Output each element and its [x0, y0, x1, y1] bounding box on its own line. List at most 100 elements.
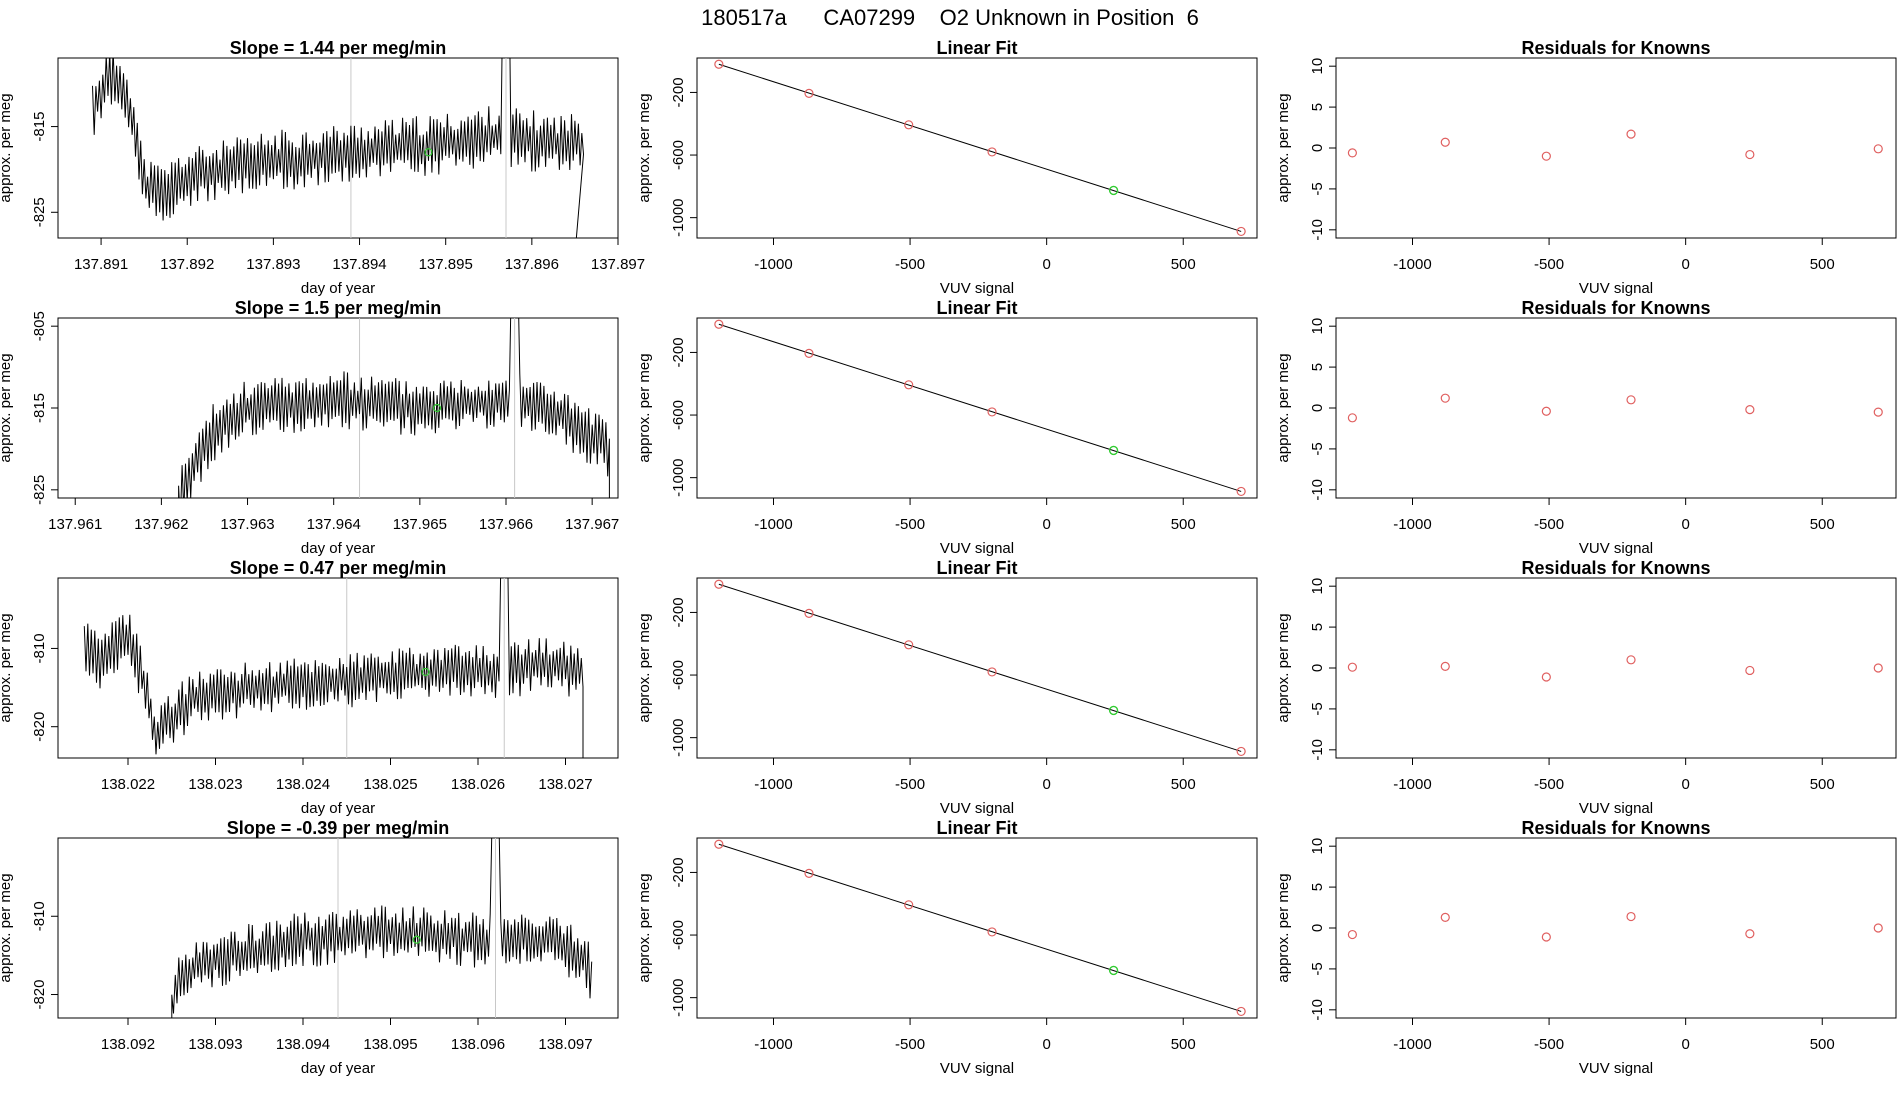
panel-linear-fit-5: Linear Fit VUV signal approx. per meg -1000… — [636, 298, 1258, 557]
residual-point — [1626, 911, 1636, 922]
chart-title: Linear Fit — [936, 558, 1017, 578]
time-series-trace — [92, 58, 585, 238]
y-axis-label: approx. per meg — [636, 93, 653, 202]
panel-time-series-0: Slope = 1.44 per meg/min day of year appro… — [0, 38, 645, 297]
x-tick-label: 0 — [1042, 776, 1050, 793]
y-tick-label: -810 — [31, 633, 48, 663]
x-tick-label: 500 — [1171, 776, 1196, 793]
plot-area — [714, 839, 1246, 1017]
x-tick-label: 500 — [1810, 256, 1835, 273]
y-tick-label: -820 — [31, 980, 48, 1010]
x-tick-label: 500 — [1171, 256, 1196, 273]
y-tick-label: 5 — [1309, 883, 1326, 891]
x-tick-label: -500 — [1534, 256, 1564, 273]
chart-title: Slope = 1.5 per meg/min — [235, 298, 442, 318]
y-tick-label: -825 — [31, 475, 48, 505]
panel-residuals-10: Residuals for Knowns VUV signal approx. pe… — [1275, 558, 1897, 817]
unknown-point — [1108, 705, 1119, 716]
x-axis-label: VUV signal — [940, 800, 1014, 817]
x-tick-label: 138.027 — [538, 776, 592, 793]
x-tick-label: 138.024 — [276, 776, 330, 793]
x-tick-label: 137.963 — [220, 516, 274, 533]
known-point — [987, 667, 997, 677]
panel-residuals-8: Residuals for Knowns VUV signal approx. pe… — [1275, 38, 1897, 297]
fit-line — [718, 63, 1242, 232]
x-axis-label: VUV signal — [940, 540, 1014, 557]
known-point — [1236, 746, 1246, 757]
known-point — [904, 640, 914, 650]
x-tick-label: 0 — [1681, 1036, 1689, 1053]
chart-title: Residuals for Knowns — [1521, 818, 1710, 838]
y-tick-label: 0 — [1309, 144, 1326, 152]
plot-frame — [1335, 837, 1897, 1019]
unknown-point — [1108, 185, 1119, 196]
known-point — [804, 868, 814, 878]
residual-point — [1347, 929, 1357, 940]
x-tick-label: 0 — [1681, 516, 1689, 533]
panel-linear-fit-7: Linear Fit VUV signal approx. per meg -1000… — [636, 818, 1258, 1077]
x-tick-label: 138.092 — [101, 1036, 155, 1053]
chart-title: Residuals for Knowns — [1521, 38, 1710, 58]
plot-area — [714, 319, 1246, 497]
residual-point — [1626, 655, 1636, 665]
unknown-point — [424, 148, 433, 157]
plot-area — [1347, 655, 1883, 682]
known-point — [804, 88, 814, 98]
known-point — [714, 59, 724, 69]
x-tick-label: -1000 — [1393, 516, 1431, 533]
residual-point — [1440, 137, 1450, 147]
y-tick-label: -10 — [1309, 999, 1326, 1021]
unknown-point — [1108, 445, 1119, 456]
residual-point — [1541, 151, 1551, 161]
y-tick-label: 5 — [1309, 103, 1326, 111]
x-tick-label: 138.094 — [276, 1036, 330, 1053]
y-tick-label: 5 — [1309, 623, 1326, 631]
known-point — [1236, 1006, 1246, 1017]
x-tick-label: 137.894 — [332, 256, 386, 273]
x-axis-label: day of year — [301, 540, 375, 557]
y-tick-label: -200 — [670, 337, 687, 367]
fit-line — [718, 843, 1242, 1012]
x-tick-label: -1000 — [754, 516, 792, 533]
y-tick-label: -1000 — [670, 198, 687, 236]
chart-title: Slope = 0.47 per meg/min — [230, 558, 447, 578]
chart-title: Slope = 1.44 per meg/min — [230, 38, 447, 58]
x-tick-label: 500 — [1810, 776, 1835, 793]
x-tick-label: 138.022 — [101, 776, 155, 793]
y-tick-label: -5 — [1309, 442, 1326, 455]
plot-frame — [696, 577, 1258, 759]
unknown-point — [421, 667, 430, 677]
y-axis-label: approx. per meg — [636, 873, 653, 982]
residual-point — [1745, 665, 1755, 676]
known-point — [804, 348, 814, 358]
x-tick-label: 137.965 — [393, 516, 447, 533]
residual-point — [1541, 406, 1551, 416]
residual-point — [1541, 672, 1551, 682]
y-tick-label: -600 — [670, 920, 687, 950]
y-tick-label: -1000 — [670, 458, 687, 496]
y-tick-label: 5 — [1309, 363, 1326, 371]
chart-title: Slope = -0.39 per meg/min — [227, 818, 450, 838]
y-tick-label: -10 — [1309, 739, 1326, 761]
y-tick-label: -10 — [1309, 219, 1326, 241]
x-tick-label: 137.892 — [160, 256, 214, 273]
x-tick-label: -1000 — [754, 776, 792, 793]
x-tick-label: 137.891 — [74, 256, 128, 273]
y-tick-label: -5 — [1309, 702, 1326, 715]
panel-time-series-2: Slope = 0.47 per meg/min day of year appro… — [0, 558, 619, 817]
fit-line — [718, 583, 1242, 752]
x-tick-label: 137.964 — [307, 516, 361, 533]
page-title: 180517a CA07299 O2 Unknown in Position 6 — [701, 5, 1199, 30]
x-tick-label: 137.895 — [419, 256, 473, 273]
x-tick-label: 0 — [1042, 1036, 1050, 1053]
y-tick-label: 10 — [1309, 58, 1326, 75]
plot-frame — [57, 577, 619, 759]
y-tick-label: -1000 — [670, 978, 687, 1016]
fit-line — [718, 323, 1242, 492]
x-tick-label: -1000 — [754, 256, 792, 273]
x-tick-label: -500 — [895, 1036, 925, 1053]
x-axis-label: VUV signal — [1579, 800, 1653, 817]
y-axis-label: approx. per meg — [636, 353, 653, 462]
x-tick-label: 137.893 — [246, 256, 300, 273]
x-tick-label: 0 — [1042, 256, 1050, 273]
